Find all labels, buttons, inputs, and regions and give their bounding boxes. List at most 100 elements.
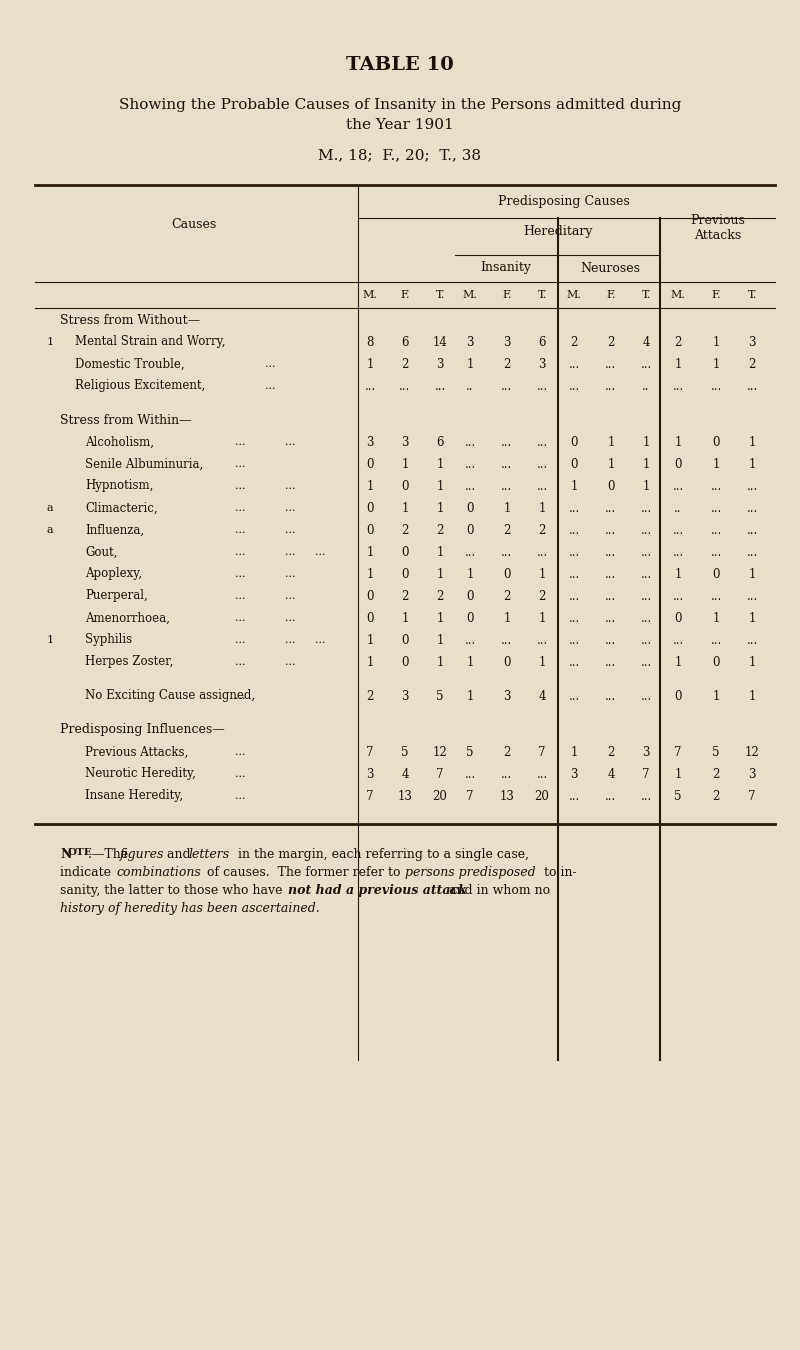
Text: 3: 3 — [748, 336, 756, 348]
Text: ...: ... — [640, 501, 652, 514]
Text: 0: 0 — [712, 436, 720, 448]
Text: ...: ... — [710, 379, 722, 393]
Text: 0: 0 — [466, 524, 474, 536]
Text: ...: ... — [234, 504, 246, 513]
Text: ...: ... — [536, 379, 548, 393]
Text: ...: ... — [568, 524, 580, 536]
Text: ...: ... — [234, 591, 246, 601]
Text: 3: 3 — [748, 768, 756, 780]
Text: 4: 4 — [402, 768, 409, 780]
Text: ...: ... — [285, 613, 295, 622]
Text: ...: ... — [399, 379, 410, 393]
Text: Amenorrhoea,: Amenorrhoea, — [85, 612, 170, 625]
Text: 5: 5 — [712, 745, 720, 759]
Text: 2: 2 — [538, 524, 546, 536]
Text: ...: ... — [234, 747, 246, 757]
Text: OTE: OTE — [68, 848, 93, 857]
Text: ...: ... — [234, 481, 246, 491]
Text: 2: 2 — [503, 745, 510, 759]
Text: Influenza,: Influenza, — [85, 524, 144, 536]
Text: letters: letters — [188, 848, 229, 861]
Text: ...: ... — [746, 501, 758, 514]
Text: ...: ... — [568, 656, 580, 668]
Text: figures: figures — [120, 848, 164, 861]
Text: ...: ... — [606, 501, 617, 514]
Text: 1: 1 — [570, 479, 578, 493]
Text: 2: 2 — [436, 524, 444, 536]
Text: ...: ... — [606, 790, 617, 802]
Text: F.: F. — [400, 290, 410, 300]
Text: 1: 1 — [503, 501, 510, 514]
Text: 1: 1 — [674, 567, 682, 580]
Text: ...: ... — [606, 656, 617, 668]
Text: ...: ... — [502, 458, 513, 471]
Text: 4: 4 — [607, 768, 614, 780]
Text: ...: ... — [285, 437, 295, 447]
Text: 6: 6 — [538, 336, 546, 348]
Text: 3: 3 — [466, 336, 474, 348]
Text: ...: ... — [464, 436, 476, 448]
Text: 14: 14 — [433, 336, 447, 348]
Text: Neuroses: Neuroses — [580, 262, 640, 274]
Text: ...: ... — [672, 524, 684, 536]
Text: 2: 2 — [748, 358, 756, 370]
Text: TABLE 10: TABLE 10 — [346, 55, 454, 74]
Text: 2: 2 — [402, 590, 409, 602]
Text: ...: ... — [640, 358, 652, 370]
Text: Stress from Within—: Stress from Within— — [60, 413, 192, 427]
Text: 6: 6 — [436, 436, 444, 448]
Text: Previous Attacks,: Previous Attacks, — [85, 745, 188, 759]
Text: in the margin, each referring to a single case,: in the margin, each referring to a singl… — [234, 848, 529, 861]
Text: ...: ... — [710, 524, 722, 536]
Text: ...: ... — [746, 479, 758, 493]
Text: to in-: to in- — [540, 865, 577, 879]
Text: 0: 0 — [712, 656, 720, 668]
Text: 1: 1 — [402, 501, 409, 514]
Text: 3: 3 — [503, 690, 510, 702]
Text: 1: 1 — [712, 612, 720, 625]
Text: 1: 1 — [748, 656, 756, 668]
Text: M.: M. — [670, 290, 686, 300]
Text: 1: 1 — [503, 612, 510, 625]
Text: ...: ... — [568, 633, 580, 647]
Text: 0: 0 — [366, 501, 374, 514]
Text: ...: ... — [536, 545, 548, 559]
Text: ...: ... — [672, 633, 684, 647]
Text: 2: 2 — [503, 524, 510, 536]
Text: ...: ... — [364, 379, 376, 393]
Text: ...: ... — [568, 612, 580, 625]
Text: T.: T. — [538, 290, 546, 300]
Text: ...: ... — [746, 633, 758, 647]
Text: ...: ... — [640, 656, 652, 668]
Text: Gout,: Gout, — [85, 545, 118, 559]
Text: ...: ... — [265, 359, 275, 369]
Text: ...: ... — [568, 358, 580, 370]
Text: Neurotic Heredity,: Neurotic Heredity, — [85, 768, 196, 780]
Text: 1: 1 — [712, 458, 720, 471]
Text: 2: 2 — [538, 590, 546, 602]
Text: Insanity: Insanity — [481, 262, 531, 274]
Text: ...: ... — [606, 524, 617, 536]
Text: of causes.  The former refer to: of causes. The former refer to — [203, 865, 405, 879]
Text: ...: ... — [568, 545, 580, 559]
Text: 1: 1 — [366, 633, 374, 647]
Text: 0: 0 — [466, 590, 474, 602]
Text: 3: 3 — [402, 436, 409, 448]
Text: Mental Strain and Worry,: Mental Strain and Worry, — [75, 336, 226, 348]
Text: ...: ... — [640, 633, 652, 647]
Text: 7: 7 — [674, 745, 682, 759]
Text: ..: .. — [674, 501, 682, 514]
Text: 1: 1 — [366, 656, 374, 668]
Text: .—The: .—The — [88, 848, 132, 861]
Text: ...: ... — [314, 547, 326, 558]
Text: ...: ... — [606, 690, 617, 702]
Text: 4: 4 — [642, 336, 650, 348]
Text: ...: ... — [502, 436, 513, 448]
Text: ...: ... — [502, 545, 513, 559]
Text: 1: 1 — [402, 612, 409, 625]
Text: ...: ... — [568, 590, 580, 602]
Text: 1: 1 — [607, 458, 614, 471]
Text: Insane Heredity,: Insane Heredity, — [85, 790, 183, 802]
Text: ...: ... — [606, 612, 617, 625]
Text: ...: ... — [234, 525, 246, 535]
